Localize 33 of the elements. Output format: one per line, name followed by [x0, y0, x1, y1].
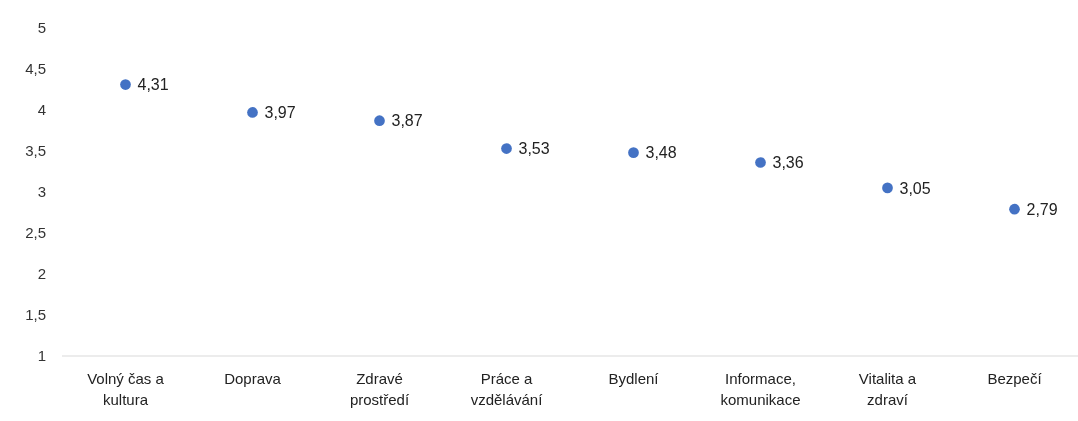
y-tick-label: 1,5 — [25, 306, 46, 324]
point — [120, 79, 131, 90]
data-label: 3,36 — [772, 154, 804, 172]
y-tick-label: 3,5 — [25, 142, 46, 160]
data-label: 3,97 — [264, 104, 296, 122]
point — [628, 147, 639, 158]
x-tick-label: Zdravé prostředí — [349, 370, 410, 408]
point — [374, 115, 385, 126]
data-label: 3,53 — [518, 140, 550, 158]
x-tick-label: Bezpečí — [987, 370, 1043, 387]
x-tick-label: Bydlení — [608, 370, 660, 387]
point — [882, 182, 893, 194]
data-label: 2,79 — [1026, 200, 1058, 218]
data-label: 3,87 — [391, 112, 423, 130]
x-tick-label: Volný čas a kultura — [87, 370, 165, 408]
x-tick-label: Vitalita a zdraví — [858, 370, 917, 408]
point — [247, 107, 258, 118]
x-tick-label: Informace, komunikace — [720, 370, 801, 408]
data-label: 3,05 — [899, 179, 931, 197]
y-tick-label: 4 — [37, 101, 46, 119]
y-tick-label: 5 — [37, 19, 46, 37]
y-tick-label: 2,5 — [25, 224, 46, 242]
y-tick-label: 3 — [37, 183, 46, 201]
x-tick-label: Práce a vzdělávání — [470, 370, 544, 408]
point — [501, 143, 512, 154]
y-tick-label: 4,5 — [25, 60, 46, 78]
y-tick-label: 2 — [37, 265, 46, 283]
data-label: 3,48 — [645, 144, 677, 162]
point — [755, 157, 766, 168]
point — [1009, 203, 1020, 215]
x-tick-label: Doprava — [224, 370, 282, 387]
data-label: 4,31 — [137, 76, 169, 94]
y-tick-label: 1 — [37, 347, 46, 365]
